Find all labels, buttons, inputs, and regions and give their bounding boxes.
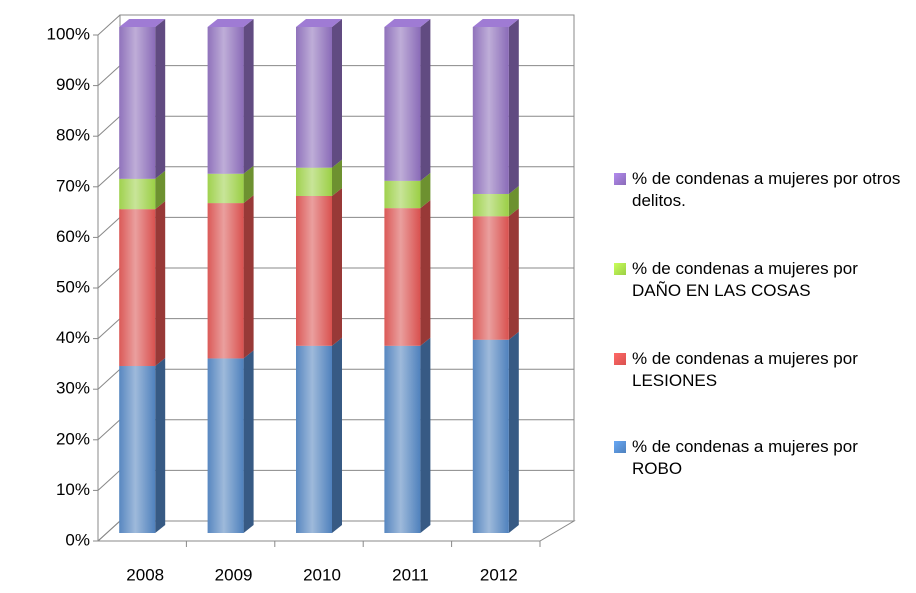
bar-side [420,172,431,209]
bar-shine [472,193,509,217]
bar-side [243,195,254,359]
y-tick-label: 0% [65,530,90,549]
grid-line [97,419,121,441]
bar-shine [384,208,421,346]
bar-shine [119,27,156,179]
y-tick-label: 50% [56,277,90,296]
x-tick-label: 2010 [303,565,341,584]
bar-side [243,350,254,533]
bar-shine [384,27,421,181]
grid-line [97,520,121,542]
bar-side [508,331,519,533]
bar-shine [207,203,244,359]
bar-side [508,208,519,340]
legend-swatch [614,353,626,365]
legend-swatch [614,441,626,453]
legend-swatch [614,173,626,185]
y-tick-label: 40% [56,328,90,347]
grid-line [97,267,121,289]
y-tick-label: 70% [56,176,90,195]
bar-shine [472,339,509,533]
x-tick-label: 2012 [480,565,518,584]
bar-side [332,337,342,533]
legend-label: % de condenas a mujeres por ROBO [632,437,858,478]
bar-side [155,201,166,367]
bar-side [155,358,166,533]
grid-line [97,217,121,238]
grid-line [97,14,121,36]
legend-label: % de condenas a mujeres por LESIONES [632,349,858,390]
grid-line [97,318,121,339]
bar-side [155,170,166,210]
bar-shine [207,358,244,533]
bar-shine [207,173,244,204]
bar-shine [296,27,332,168]
legend-label: % de condenas a mujeres por DAÑO EN LAS … [632,259,858,300]
y-tick-label: 90% [56,75,90,94]
grid-line [97,368,121,390]
legend-swatch [614,263,626,275]
bar-top [472,19,519,27]
bar-shine [472,216,509,340]
bar-shine [296,196,332,346]
bar-top [207,19,254,27]
legend-label: % de condenas a mujeres por otros delito… [632,169,901,210]
bar-side [420,200,431,346]
bar-shine [296,345,332,533]
bar-side [420,337,431,533]
bar-side [155,19,166,179]
bar-shine [119,209,156,367]
x-tick-label: 2011 [392,565,429,584]
bar-shine [296,167,332,197]
bar-shine [384,180,421,209]
bar-top [119,19,166,27]
x-tick-label: 2009 [215,565,253,584]
bar-shine [472,27,509,194]
bar-side [243,165,254,204]
bar-shine [119,366,156,533]
bar-shine [207,27,244,174]
bar-top [384,19,431,27]
y-tick-label: 100% [47,24,90,43]
bar-side [332,159,342,197]
bar-side [332,19,342,168]
grid-line [97,65,121,86]
bar-side [332,188,342,346]
grid-line [97,470,121,491]
y-tick-label: 10% [56,480,90,499]
bar-side [420,19,431,181]
bar-side [508,185,519,217]
grid-line [97,166,121,188]
bar-top [296,19,342,27]
bar-side [508,19,519,194]
y-tick-label: 60% [56,227,90,246]
bar-shine [384,345,421,533]
y-tick-label: 20% [56,429,90,448]
bar-side [243,19,254,174]
y-tick-label: 80% [56,126,90,145]
x-tick-label: 2008 [126,565,164,584]
y-tick-label: 30% [56,379,90,398]
bar-shine [119,178,156,210]
grid-line [97,115,121,137]
